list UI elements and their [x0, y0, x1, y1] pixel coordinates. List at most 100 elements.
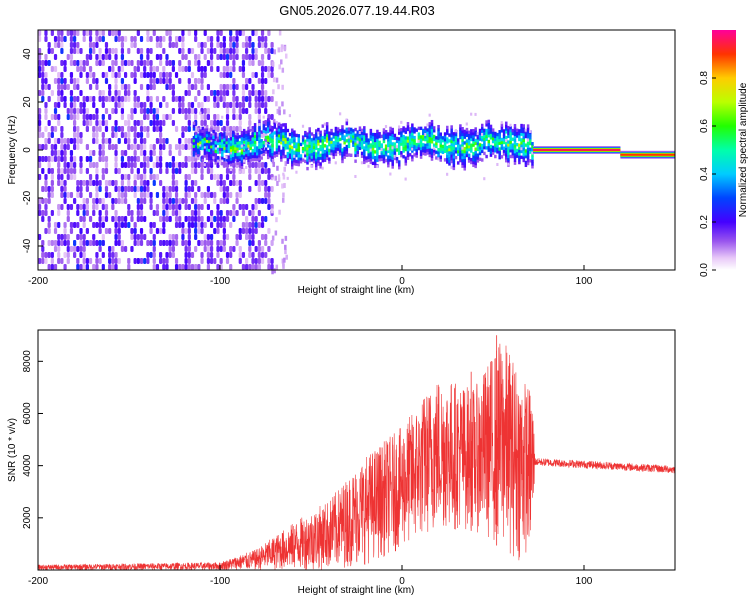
spectrogram-noise-cell	[101, 54, 105, 60]
spectrogram-noise-cell	[95, 198, 99, 204]
spectrogram-signal-cell	[330, 140, 333, 144]
spectrogram-signal-cell	[256, 149, 259, 153]
spectrogram-noise-cell	[63, 198, 67, 204]
spectrogram-signal-cell	[487, 131, 491, 135]
spectrogram-noise-cell	[79, 102, 83, 108]
spectrogram-noise-cell	[200, 252, 204, 258]
spectrogram-signal-cell	[203, 128, 207, 132]
spectrogram-noise-cell	[181, 54, 185, 60]
spectrogram-signal-cell	[308, 158, 311, 163]
spectrogram-noise-cell	[152, 264, 156, 270]
spectrogram-signal-cell	[463, 155, 467, 160]
spectrogram-noise-cell	[213, 114, 217, 120]
spectrogram-noise-cell	[133, 258, 137, 264]
spectrogram-signal-cell	[472, 137, 475, 142]
spectrogram-signal-cell	[411, 140, 414, 145]
spectrogram-signal-cell	[413, 147, 416, 151]
spectrogram-noise-cell	[209, 258, 214, 264]
spectrogram-noise-cell	[260, 72, 265, 78]
spectrogram-noise-cell	[209, 240, 214, 246]
spectrogram-signal-cell	[282, 143, 285, 147]
spectrogram-signal-cell	[363, 129, 366, 133]
spectrogram-noise-cell	[88, 96, 93, 102]
spectrogram-noise-cell	[143, 216, 147, 222]
spectrogram-signal-cell	[201, 155, 204, 159]
spectrogram-noise-cell	[66, 204, 70, 210]
spectrogram-noise-cell	[41, 156, 45, 162]
spectrogram-signal-cell	[282, 154, 285, 159]
spectrogram-signal-cell	[413, 153, 416, 157]
spectrogram-noise-cell	[146, 72, 150, 78]
spectrogram-halo-cell	[526, 138, 530, 142]
spectrogram-signal-cell	[264, 127, 268, 131]
spectrogram-noise-cell	[200, 48, 204, 54]
spectrogram-signal-cell	[304, 133, 307, 138]
spectrogram-halo-cell	[288, 114, 291, 118]
spectrogram-signal-cell	[448, 147, 451, 152]
spectrogram-signal-cell	[450, 159, 453, 164]
spectrogram-noise-cell	[92, 114, 96, 120]
spectrogram-signal-cell	[513, 149, 517, 154]
spectrogram-noise-cell	[149, 240, 153, 246]
spectrogram-noise-cell	[190, 264, 195, 270]
spectrogram-noise-cell	[171, 60, 175, 66]
spectrogram-noise-cell	[146, 162, 150, 168]
spectrogram-noise-cell	[149, 204, 153, 210]
spectrogram-signal-cell	[271, 152, 274, 156]
spectrogram-noise-cell	[69, 246, 74, 252]
spectrogram-noise-cell	[229, 252, 233, 258]
spectrogram-signal-cell	[347, 127, 351, 131]
spectrogram-x-tick-label: 100	[576, 276, 593, 287]
spectrogram-signal-cell	[210, 136, 213, 140]
spectrogram-noise-cell	[232, 66, 236, 72]
spectrogram-noise-cell	[251, 60, 255, 66]
spectrogram-signal-cell	[356, 147, 359, 152]
spectrogram-noise-cell	[66, 258, 70, 264]
spectrogram-noise-cell	[63, 264, 67, 270]
spectrogram-signal-cell	[251, 131, 255, 136]
spectrogram-noise-cell	[101, 150, 105, 156]
spectrogram-signal-cell	[207, 134, 211, 138]
spectrogram-signal-cell	[496, 144, 499, 148]
spectrogram-noise-cell	[219, 186, 223, 192]
spectrogram-signal-cell	[317, 139, 320, 143]
spectrogram-signal-cell	[293, 141, 296, 146]
spectrogram-noise-cell	[187, 246, 191, 252]
spectrogram-noise-cell	[57, 114, 61, 120]
spectrogram-signal-cell	[266, 149, 270, 154]
spectrogram-signal-cell	[463, 152, 467, 157]
spectrogram-noise-cell	[248, 222, 252, 228]
spectrogram-signal-cell	[472, 157, 475, 162]
spectrogram-signal-cell	[290, 163, 294, 167]
spectrogram-signal-cell	[245, 133, 248, 137]
spectrogram-signal-cell	[498, 150, 501, 154]
spectrogram-noise-cell	[264, 192, 268, 198]
spectrogram-signal-cell	[227, 132, 231, 136]
spectrogram-signal-cell	[240, 151, 244, 155]
spectrogram-noise-cell	[130, 228, 134, 234]
spectrogram-signal-cell	[317, 156, 320, 161]
spectrogram-signal-cell	[489, 124, 493, 129]
spectrogram-noise-cell	[123, 222, 128, 228]
spectrogram-signal-cell	[467, 139, 471, 143]
spectrogram-signal-cell	[389, 141, 392, 145]
spectrogram-signal-cell	[258, 156, 261, 161]
spectrogram-signal-cell	[426, 142, 429, 147]
spectrogram-noise-cell	[248, 174, 252, 180]
spectrogram-noise-cell	[260, 78, 265, 84]
spectrogram-noise-cell	[139, 102, 144, 108]
spectrogram-signal-cell	[487, 148, 491, 152]
spectrogram-noise-cell	[133, 234, 137, 240]
spectrogram-noise-cell	[162, 36, 166, 42]
spectrogram-noise-cell	[146, 96, 150, 102]
spectrogram-noise-cell	[267, 198, 271, 204]
spectrogram-halo-cell	[334, 161, 337, 165]
spectrogram-signal-cell	[376, 147, 379, 151]
spectrogram-signal-cell	[194, 137, 198, 141]
spectrogram-signal-cell	[275, 133, 279, 137]
spectrogram-noise-cell	[174, 168, 179, 174]
spectrogram-signal-cell	[498, 135, 501, 140]
spectrogram-halo-cell	[480, 133, 484, 137]
spectrogram-noise-cell	[149, 60, 153, 66]
spectrogram-noise-cell	[155, 138, 160, 144]
